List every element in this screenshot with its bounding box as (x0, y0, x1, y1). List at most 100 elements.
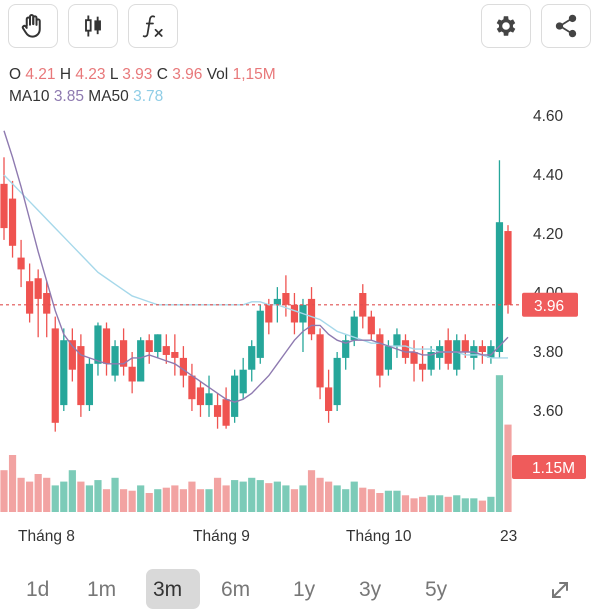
hand-icon (21, 14, 41, 38)
expand-icon[interactable] (548, 578, 572, 602)
candle-body (453, 340, 461, 370)
candle-body (0, 183, 8, 229)
x-tick-label: Tháng 10 (346, 528, 412, 545)
chart-type-button[interactable] (68, 4, 118, 48)
volume-bar (504, 424, 512, 512)
ma-legend: MA10 3.85 MA50 3.78 (9, 88, 163, 106)
candle-body (256, 310, 264, 358)
candle-body (162, 346, 170, 355)
volume-bar (273, 481, 281, 512)
candle-body (384, 346, 393, 370)
candle-body (461, 340, 469, 352)
ma10-value: 3.85 (53, 88, 84, 105)
candle-body (410, 352, 418, 364)
volume-bar (145, 493, 153, 512)
hand-tool-button[interactable] (8, 4, 58, 48)
candle-body (265, 304, 273, 323)
volume-bar (359, 487, 367, 512)
candle-body (145, 340, 153, 352)
volume-bar (427, 495, 435, 512)
volume-bar (162, 487, 170, 512)
high-value: 4.23 (75, 66, 106, 83)
open-value: 4.21 (25, 66, 56, 83)
timeframe-5y[interactable]: 5y (425, 578, 448, 601)
candle-body (290, 304, 299, 323)
volume-bar (248, 477, 256, 512)
candle-body (119, 340, 128, 367)
volume-bar (94, 480, 102, 512)
candle-body (68, 340, 76, 370)
timeframe-1m[interactable]: 1m (87, 578, 117, 601)
last-price-label: 3.96 (534, 298, 564, 315)
volume-bar (77, 481, 85, 512)
candle-body (393, 334, 401, 347)
x-tick-label: Tháng 8 (18, 528, 75, 545)
candle-body (495, 222, 504, 352)
volume-bar (265, 483, 273, 512)
ohlc-legend: O 4.21 H 4.23 L 3.93 C 3.96 Vol 1,15M (9, 66, 276, 84)
candle-body (196, 387, 205, 406)
volume-bar (85, 485, 94, 512)
timeframe-6m[interactable]: 6m (221, 578, 251, 601)
volume-bar (478, 500, 486, 512)
timeframe-1y[interactable]: 1y (293, 578, 316, 601)
volume-bar (401, 495, 410, 512)
volume-bar (325, 481, 333, 512)
candle-body (51, 328, 59, 423)
volume-bar (367, 489, 375, 512)
volume-bar (282, 485, 290, 512)
share-icon (555, 14, 577, 38)
low-label: L (109, 66, 118, 83)
volume-bar (196, 489, 205, 512)
candle-body (94, 325, 102, 364)
volume-bar (333, 485, 341, 512)
candle-body (205, 393, 213, 406)
candle-body (111, 346, 119, 376)
candle-body (342, 340, 350, 358)
candle-body (401, 340, 410, 358)
candle-body (179, 357, 187, 376)
volume-bar (495, 375, 504, 512)
volume-bar (393, 490, 401, 512)
volume-bar (290, 489, 299, 512)
volume-badge (512, 455, 586, 479)
timeframe-3m[interactable]: 3m (153, 578, 183, 601)
candle-body (85, 363, 94, 406)
candle-body (316, 334, 324, 388)
candle-body (60, 340, 68, 406)
candle-body (43, 293, 51, 314)
candle-body (231, 375, 239, 417)
volume-value: 1,15M (232, 66, 276, 83)
candle-body (239, 369, 247, 394)
candle-body (487, 346, 495, 358)
volume-badge-label: 1.15M (532, 460, 575, 477)
timeframe-1d[interactable]: 1d (26, 578, 50, 601)
candle-body (77, 346, 85, 406)
volume-bar (119, 489, 128, 512)
volume-bar (461, 498, 469, 512)
ma50-line (3, 174, 508, 359)
volume-bar (470, 498, 478, 512)
timeframe-bar: 1d 1m 3m 6m 1y 3y 5y (0, 568, 600, 602)
candle-body (427, 352, 435, 370)
open-label: O (9, 66, 22, 83)
x-tick-label: 23 (500, 528, 517, 545)
volume-bar (350, 481, 358, 512)
volume-bar (342, 489, 350, 512)
volume-bar (128, 490, 136, 512)
y-tick-label: 3.80 (533, 344, 564, 361)
function-icon (142, 15, 163, 38)
volume-bar (307, 470, 316, 512)
volume-bar (256, 480, 264, 512)
settings-button[interactable] (481, 4, 531, 48)
indicator-button[interactable] (128, 4, 178, 48)
candle-body (171, 352, 179, 358)
y-tick-label: 4.40 (533, 167, 564, 184)
volume-bar (376, 493, 384, 512)
share-button[interactable] (541, 4, 591, 48)
volume-bar (102, 489, 111, 512)
y-tick-label: 4.60 (533, 108, 564, 125)
timeframe-3y[interactable]: 3y (359, 578, 382, 601)
candle-body (350, 316, 358, 341)
